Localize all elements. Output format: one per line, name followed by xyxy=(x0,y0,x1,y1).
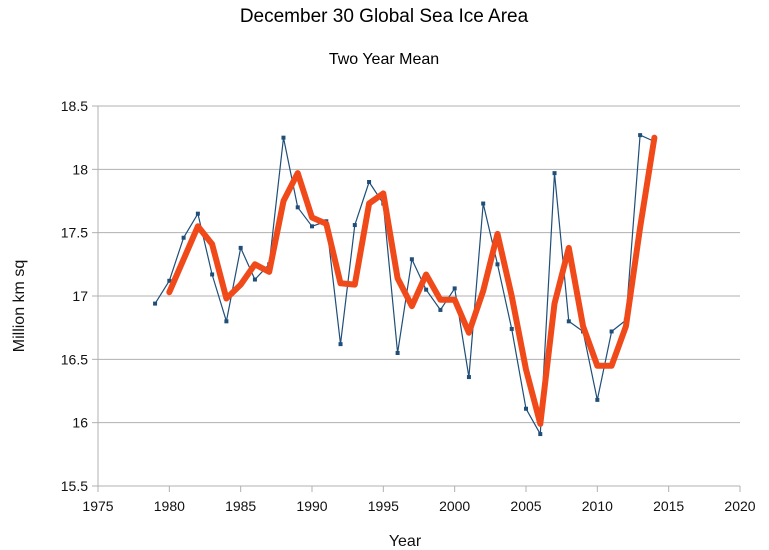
x-tick-label: 2015 xyxy=(653,498,684,514)
x-tick-label: 2020 xyxy=(724,498,755,514)
y-tick-label: 15.5 xyxy=(61,478,88,494)
annual-area-line xyxy=(154,134,656,435)
data-point xyxy=(552,171,557,176)
data-point xyxy=(438,307,443,312)
data-point xyxy=(638,133,643,138)
data-point xyxy=(609,329,614,334)
data-point xyxy=(566,319,571,324)
x-tick-label: 1985 xyxy=(225,498,256,514)
data-point xyxy=(281,135,286,140)
data-point xyxy=(310,224,314,229)
data-point xyxy=(252,277,257,282)
x-tick-label: 2005 xyxy=(510,498,541,514)
two-year-mean-line xyxy=(166,134,658,427)
data-point xyxy=(409,257,414,262)
y-tick-label: 18.5 xyxy=(61,98,88,114)
data-point xyxy=(295,205,300,210)
data-point xyxy=(466,375,471,380)
chart-subtitle: Two Year Mean xyxy=(329,51,439,68)
data-point xyxy=(495,262,500,267)
data-point xyxy=(195,211,200,216)
y-axis-label: Million km sq xyxy=(11,260,28,352)
chart-title: December 30 Global Sea Ice Area xyxy=(240,6,529,27)
data-point xyxy=(238,245,243,250)
x-axis-label: Year xyxy=(389,533,422,550)
data-point xyxy=(338,342,343,347)
y-tick-label: 18 xyxy=(72,161,88,177)
data-point xyxy=(538,432,543,437)
data-point xyxy=(509,326,514,331)
data-point xyxy=(424,287,429,292)
data-point xyxy=(224,319,229,324)
data-point xyxy=(481,201,486,206)
x-tick-label: 1980 xyxy=(154,498,185,514)
data-point xyxy=(153,301,158,306)
data-point xyxy=(595,397,600,402)
y-axis-ticks: 15.5 16 16.5 17 17.5 18 18.5 xyxy=(61,98,88,494)
data-point xyxy=(452,286,457,291)
y-tick-label: 17 xyxy=(72,288,88,304)
data-point xyxy=(395,351,400,355)
x-tick-label: 2000 xyxy=(439,498,470,514)
series-group xyxy=(153,133,658,437)
data-point xyxy=(352,223,357,228)
x-axis-ticks: 1975 1980 1985 1990 1995 2000 2005 2010 2015 2020 xyxy=(82,498,755,514)
data-point xyxy=(210,272,215,277)
data-point xyxy=(181,235,186,240)
x-tick-label: 1975 xyxy=(82,498,113,514)
data-point xyxy=(167,278,172,283)
data-point xyxy=(524,406,528,411)
x-tick-label: 1990 xyxy=(296,498,327,514)
y-tick-label: 16 xyxy=(72,415,88,431)
data-point xyxy=(367,180,372,184)
y-tick-label: 16.5 xyxy=(61,351,88,367)
grid-lines xyxy=(92,105,741,492)
y-tick-label: 17.5 xyxy=(61,225,88,241)
x-tick-label: 1995 xyxy=(368,498,399,514)
x-tick-label: 2010 xyxy=(582,498,613,514)
